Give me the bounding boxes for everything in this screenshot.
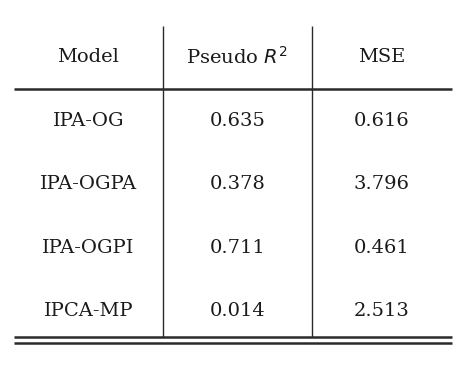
Text: MSE: MSE xyxy=(358,48,405,66)
Text: Pseudo $R^2$: Pseudo $R^2$ xyxy=(186,46,288,68)
Text: 0.014: 0.014 xyxy=(210,302,265,320)
Text: IPA-OGPI: IPA-OGPI xyxy=(42,239,135,257)
Text: IPCA-MP: IPCA-MP xyxy=(44,302,133,320)
Text: 0.616: 0.616 xyxy=(354,112,410,130)
Text: 0.711: 0.711 xyxy=(210,239,265,257)
Text: 2.513: 2.513 xyxy=(354,302,410,320)
Text: 0.378: 0.378 xyxy=(209,175,265,193)
Text: 3.796: 3.796 xyxy=(354,175,410,193)
Text: 0.635: 0.635 xyxy=(209,112,265,130)
Text: IPA-OGPA: IPA-OGPA xyxy=(40,175,137,193)
Text: Model: Model xyxy=(57,48,119,66)
Text: 0.461: 0.461 xyxy=(354,239,410,257)
Text: IPA-OG: IPA-OG xyxy=(53,112,124,130)
